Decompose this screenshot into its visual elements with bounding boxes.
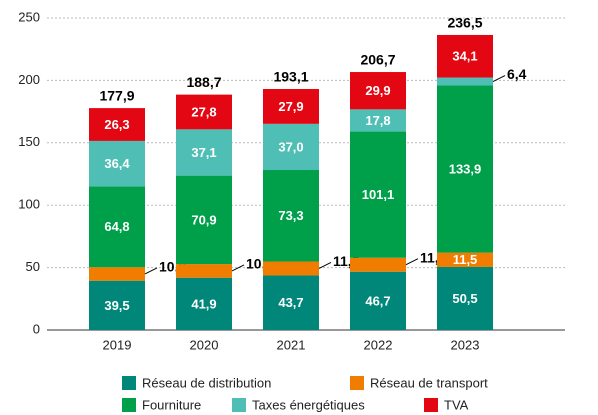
value-label: 50,5 [452,291,477,306]
bar-segment [437,85,493,253]
leader-line [144,267,158,275]
leader-line [231,264,245,272]
value-label: 36,4 [104,156,130,171]
total-label: 236,5 [447,15,482,31]
value-label: 64,8 [104,219,129,234]
bar-segment [176,129,232,176]
legend-swatch [122,376,136,390]
total-label: 193,1 [273,69,308,85]
value-label: 17,8 [365,113,390,128]
value-label: 43,7 [278,295,303,310]
x-tick-label: 2021 [277,337,306,352]
bar-segment [89,186,145,268]
bar-segment [176,175,232,265]
bar-segment [437,77,493,86]
value-label: 27,9 [278,99,303,114]
value-label: 37,1 [191,145,216,160]
y-tick-label: 50 [26,259,40,274]
legend-label: TVA [444,397,469,412]
value-label: 46,7 [365,293,390,308]
legend-label: Fourniture [142,397,201,412]
x-tick-label: 2019 [103,337,132,352]
bar-segment [350,72,406,110]
bar-segment [263,261,319,276]
bar-segment [89,280,145,330]
y-tick-label: 0 [33,321,40,336]
x-tick-label: 2022 [364,337,393,352]
value-label: 101,1 [362,187,395,202]
value-label: 37,0 [278,139,303,154]
legend-swatch [350,376,364,390]
y-tick-label: 250 [18,9,40,24]
bar-segment [350,257,406,272]
legend-swatch [122,398,136,412]
y-tick-label: 150 [18,134,40,149]
bar-segment [437,266,493,330]
bar-segment [89,108,145,141]
bar-segment [89,140,145,187]
legend-label: Réseau de distribution [142,375,271,390]
total-label: 188,7 [186,74,221,90]
x-tick-label: 2020 [190,337,219,352]
total-label: 177,9 [99,88,134,104]
value-label: 34,1 [452,49,477,64]
bar-segment [263,170,319,262]
value-label: 41,9 [191,296,216,311]
value-label: 39,5 [104,298,129,313]
bar-segment [263,89,319,124]
value-label: 133,9 [449,162,482,177]
legend-label: Taxes énergétiques [252,397,365,412]
bar-segment [263,275,319,330]
value-label: 27,8 [191,104,216,119]
leader-line [405,258,419,266]
legend-swatch [232,398,246,412]
bar-segment [176,264,232,278]
y-tick-label: 100 [18,197,40,212]
leader-line [492,75,506,82]
bar-segment [350,271,406,330]
bar-segment [263,123,319,171]
value-label: 6,4 [507,66,527,82]
x-tick-label: 2023 [451,337,480,352]
legend-swatch [424,398,438,412]
bar-segment [437,34,493,78]
value-label: 11,5 [453,252,478,267]
value-label: 26,3 [104,117,129,132]
y-tick-label: 200 [18,72,40,87]
value-label: 70,9 [191,212,216,227]
bar-segment [350,109,406,132]
bar-segment [176,94,232,130]
total-label: 206,7 [360,52,395,68]
bar-segment [437,252,493,267]
value-label: 29,9 [365,83,390,98]
bar-segment [89,267,145,281]
legend-label: Réseau de transport [370,375,488,390]
leader-line [318,262,332,269]
bar-segment [176,277,232,330]
value-label: 73,3 [278,208,303,223]
bar-segment [350,131,406,258]
